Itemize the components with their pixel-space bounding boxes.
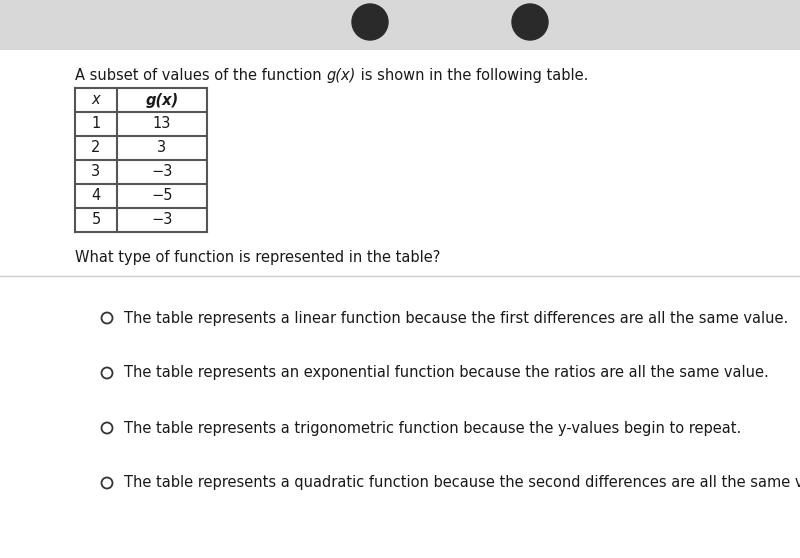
Text: 4: 4 [91, 189, 101, 204]
Text: 3: 3 [158, 141, 166, 156]
Text: g(x): g(x) [326, 68, 356, 83]
Text: 2: 2 [91, 141, 101, 156]
Text: is shown in the following table.: is shown in the following table. [356, 68, 588, 83]
Text: The table represents a trigonometric function because the y-values begin to repe: The table represents a trigonometric fun… [124, 421, 742, 435]
Text: −3: −3 [151, 213, 173, 228]
Text: What type of function is represented in the table?: What type of function is represented in … [75, 250, 440, 265]
Text: The table represents a quadratic function because the second differences are all: The table represents a quadratic functio… [124, 475, 800, 490]
Text: −5: −5 [151, 189, 173, 204]
Text: A subset of values of the function: A subset of values of the function [75, 68, 326, 83]
Text: x: x [92, 93, 100, 108]
Text: −3: −3 [151, 165, 173, 180]
Bar [0, 0, 800, 50]
Text: 3: 3 [91, 165, 101, 180]
Text: The table represents an exponential function because the ratios are all the same: The table represents an exponential func… [124, 365, 769, 381]
Circle shape [512, 4, 548, 40]
Text: 1: 1 [91, 117, 101, 132]
Text: 13: 13 [153, 117, 171, 132]
Text: g(x): g(x) [146, 93, 178, 108]
Circle shape [352, 4, 388, 40]
Text: The table represents a linear function because the first differences are all the: The table represents a linear function b… [124, 310, 788, 325]
Text: 5: 5 [91, 213, 101, 228]
